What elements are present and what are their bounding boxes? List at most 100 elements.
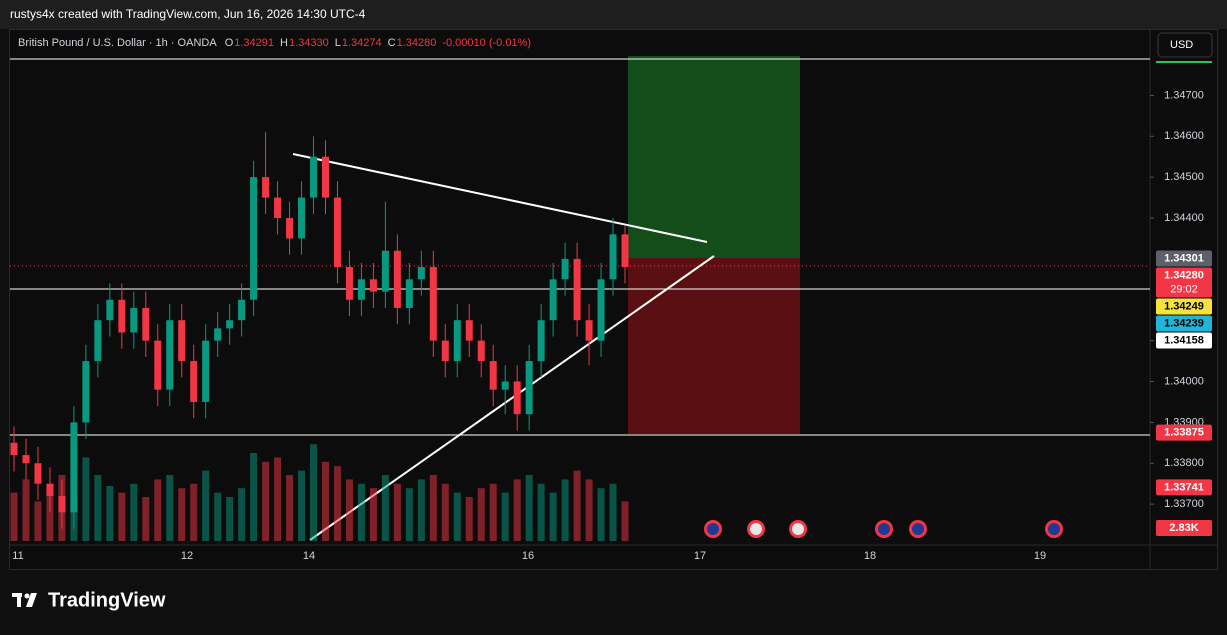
price-badge-countdown: 29:02	[1170, 283, 1198, 295]
legend-key: L	[335, 37, 341, 49]
candle-body	[381, 250, 389, 292]
x-tick-label: 19	[1034, 550, 1046, 562]
volume-bar	[621, 501, 629, 541]
volume-bar	[609, 483, 617, 541]
event-flag	[878, 523, 890, 535]
candle-body	[333, 197, 341, 268]
loss-zone	[628, 258, 800, 434]
candle-body	[513, 381, 521, 415]
candle-body	[34, 463, 42, 484]
volume-bar	[321, 461, 329, 541]
price-badge-label: 1.34239	[1164, 317, 1204, 329]
x-tick-label: 17	[694, 550, 706, 562]
volume-bar	[22, 479, 30, 541]
candle-body	[453, 320, 461, 362]
volume-bar	[441, 483, 449, 541]
candle-body	[286, 218, 294, 239]
volume-bar	[585, 479, 593, 541]
candle-body	[549, 279, 557, 321]
candle-body	[321, 156, 329, 198]
trend-line	[309, 255, 715, 541]
volume-bar	[537, 483, 545, 541]
volume-bar	[178, 488, 186, 541]
candle-body	[10, 442, 18, 456]
price-badge	[1156, 479, 1212, 496]
volume-bar	[274, 457, 282, 541]
candle-body	[22, 455, 30, 464]
volume-bar	[262, 461, 270, 541]
event-flag	[792, 523, 804, 535]
volume-bar	[226, 497, 234, 541]
legend-change: -0.00010 (-0.01%)	[442, 37, 531, 49]
logo-part	[24, 593, 30, 599]
y-tick-label: 1.34500	[1164, 171, 1204, 183]
price-badge	[1156, 250, 1212, 267]
legend-value: 1.34280	[397, 37, 437, 49]
candle-body	[262, 177, 270, 198]
candle-body	[178, 320, 186, 362]
y-tick-label: 1.33800	[1164, 457, 1204, 469]
x-tick-label: 12	[181, 550, 193, 562]
volume-bar	[94, 475, 102, 541]
candle-body	[621, 234, 629, 268]
candle-body	[130, 307, 138, 333]
candle-body	[525, 361, 533, 415]
x-tick-label: 18	[864, 550, 876, 562]
logo-part	[17, 593, 21, 607]
volume-bar	[46, 486, 54, 541]
candle-body	[465, 320, 473, 341]
top-bar	[0, 0, 1227, 29]
candle-body	[441, 340, 449, 362]
price-badge	[1156, 298, 1212, 315]
candle-body	[357, 279, 365, 300]
volume-bar	[513, 479, 521, 541]
candle-body	[58, 495, 66, 513]
volume-badge	[1156, 520, 1212, 536]
currency-button[interactable]	[1157, 32, 1213, 58]
x-tick-label: 14	[303, 550, 315, 562]
symbol: British Pound / U.S. Dollar · 1h · OANDA	[18, 37, 217, 49]
candle-body	[310, 156, 318, 198]
volume-bar	[82, 457, 90, 541]
chart-frame	[9, 29, 1218, 570]
candle-body	[46, 483, 54, 496]
candle-body	[94, 320, 102, 362]
candle-body	[190, 361, 198, 402]
volume-bar	[573, 470, 581, 541]
volume-bar	[453, 492, 461, 541]
candle-body	[597, 279, 605, 341]
volume-bar	[597, 488, 605, 541]
volume-bar	[142, 497, 150, 541]
y-tick-label: 1.34400	[1164, 212, 1204, 224]
events	[704, 520, 1063, 538]
candle-body	[609, 234, 617, 280]
volume-bar	[202, 470, 210, 541]
event-flag	[1048, 523, 1060, 535]
legend-key: H	[280, 37, 288, 49]
currency[interactable]: USD	[1170, 39, 1193, 51]
candle-body	[166, 320, 174, 390]
volume-bar	[286, 475, 294, 541]
candle-body	[393, 250, 401, 308]
event-flag	[912, 523, 924, 535]
event-flag	[707, 523, 719, 535]
candle-body	[537, 320, 545, 362]
volume-bar	[250, 453, 258, 541]
volume-bar	[154, 479, 162, 541]
volume-bar	[310, 444, 318, 541]
attribution: rustys4x created with TradingView.com, J…	[10, 7, 366, 21]
volume-bar	[405, 488, 413, 541]
candle-body	[369, 279, 377, 292]
legend-value: 1.34330	[289, 37, 329, 49]
logo-part	[26, 593, 37, 607]
volume-bar	[465, 497, 473, 541]
volume-bar	[525, 475, 533, 541]
y-tick-label: 1.34700	[1164, 89, 1204, 101]
candle-body	[142, 307, 150, 341]
profit-zone	[628, 56, 800, 258]
volume-bar	[429, 475, 437, 541]
price-badge-label: 1.34301	[1164, 252, 1204, 264]
volume-bar	[381, 475, 389, 541]
brand: TradingView	[48, 589, 166, 611]
